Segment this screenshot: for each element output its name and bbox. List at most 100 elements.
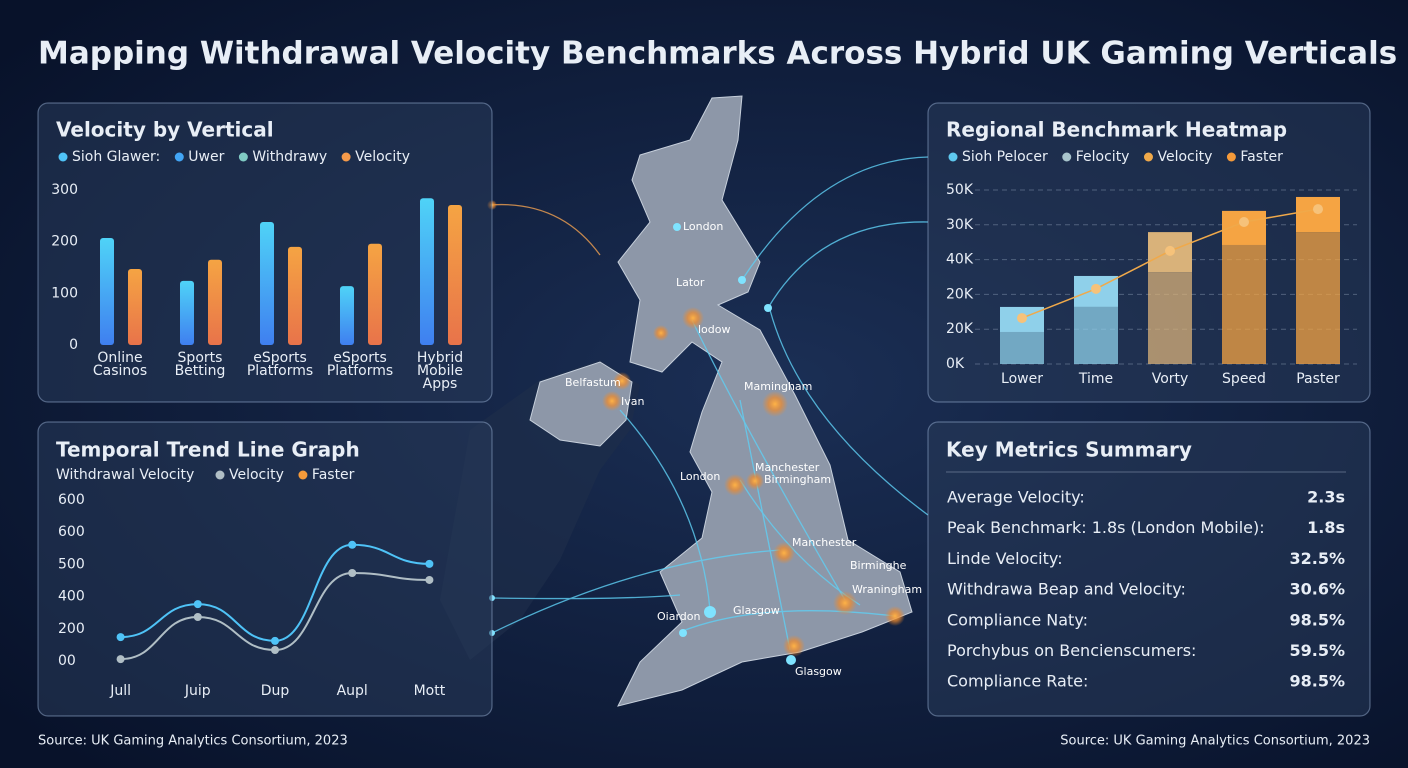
map-label: London: [680, 470, 720, 483]
legend-swatch: [215, 470, 225, 480]
bar: [368, 243, 382, 345]
source: Source: UK Gaming Analytics Consortium, …: [38, 734, 348, 749]
y-tick-label: 20K: [946, 321, 974, 337]
metric-label: Compliance Rate:: [947, 672, 1088, 691]
legend-label: Faster: [1240, 149, 1283, 165]
chart-subtitle: Withdrawal Velocity: [56, 467, 194, 483]
map-label: lodow: [698, 323, 731, 336]
y-tick-label: 30K: [946, 217, 974, 233]
legend-swatch: [948, 152, 958, 162]
y-tick-label: 400: [58, 589, 85, 605]
y-tick-label: 300: [51, 182, 78, 198]
legend-swatch: [1143, 152, 1153, 162]
point: [425, 575, 434, 584]
y-tick-label: 0: [69, 337, 78, 353]
metric-label: Linde Velocity:: [947, 549, 1063, 568]
bar: [100, 238, 114, 345]
map-label: Belfastum: [565, 376, 621, 389]
y-tick-label: 20K: [946, 286, 974, 302]
bar-segment: [1074, 306, 1118, 364]
map-label: Mamingham: [744, 380, 812, 393]
metrics-title: Key Metrics Summary: [946, 438, 1192, 462]
map-label: Glasgow: [795, 665, 842, 678]
legend-swatch: [298, 470, 308, 480]
bar: [208, 259, 222, 345]
point: [348, 540, 357, 549]
point: [193, 612, 202, 621]
metric-value: 98.5%: [1289, 672, 1345, 691]
point: [271, 636, 279, 645]
bar-segment: [1296, 232, 1340, 364]
x-tick-label: Speed: [1222, 371, 1266, 387]
bar: [420, 198, 434, 345]
point: [271, 645, 279, 654]
x-tick-label: Online Casinos: [93, 350, 147, 379]
metric-value: 30.6%: [1289, 580, 1345, 599]
bar: [260, 222, 274, 345]
legend-label: Uwer: [188, 149, 224, 165]
chart-title: Velocity by Vertical: [56, 118, 274, 142]
map-label: Oiardon: [657, 610, 700, 623]
map-label: Manchester: [792, 536, 857, 549]
point: [1091, 283, 1101, 294]
x-tick-label: Time: [1078, 371, 1113, 387]
page-title: Mapping Withdrawal Velocity Benchmarks A…: [38, 36, 1397, 72]
y-tick-label: 0K: [946, 356, 965, 372]
map-label: Manchester: [755, 461, 820, 474]
metric-value: 32.5%: [1289, 549, 1345, 568]
x-tick-label: eSports Platforms: [327, 350, 393, 379]
point: [348, 568, 357, 577]
map-label: Wraningham: [852, 583, 922, 596]
y-tick-label: 200: [58, 621, 85, 637]
x-tick-label: Mott: [414, 683, 446, 699]
metric-value: 2.3s: [1307, 488, 1345, 507]
y-tick-label: 600: [58, 524, 85, 540]
y-tick-label: 40K: [946, 252, 974, 268]
bar: [448, 204, 462, 345]
x-tick-label: Lower: [1001, 371, 1043, 387]
chart-title: Temporal Trend Line Graph: [56, 438, 360, 462]
point: [193, 600, 202, 609]
metric-label: Porchybus on Bencienscumers:: [947, 641, 1196, 660]
legend-label: Velocity: [1157, 149, 1212, 165]
panel: [37, 421, 493, 717]
map-label: Birmingham: [764, 473, 831, 486]
chart-title: Regional Benchmark Heatmap: [946, 118, 1287, 142]
map-label: Lator: [676, 276, 705, 289]
map-label: Glasgow: [733, 604, 780, 617]
bar: [340, 286, 354, 345]
legend-swatch: [1226, 152, 1236, 162]
legend-label: Sioh Pelocer: [962, 149, 1048, 165]
bar: [128, 269, 142, 345]
y-tick-label: 100: [51, 285, 78, 301]
point: [116, 633, 125, 642]
bar: [288, 246, 302, 345]
legend-label: Velocity: [355, 149, 410, 165]
map-label: Birminghe: [850, 559, 907, 572]
x-tick-label: Juip: [184, 683, 211, 699]
metric-value: 59.5%: [1289, 641, 1345, 660]
map-label: Ivan: [621, 395, 644, 408]
legend-swatch: [1062, 152, 1072, 162]
point: [1165, 245, 1175, 256]
bar-segment: [1000, 331, 1044, 364]
panel: [927, 421, 1371, 717]
map-label: London: [683, 220, 723, 233]
bar-segment: [1222, 244, 1266, 364]
x-tick-label: Aupl: [337, 683, 368, 699]
source: Source: UK Gaming Analytics Consortium, …: [1060, 734, 1370, 749]
legend-swatch: [174, 152, 184, 162]
point: [1017, 313, 1027, 324]
point: [1313, 204, 1323, 215]
y-tick-label: 50K: [946, 182, 974, 198]
legend-swatch: [58, 152, 68, 162]
legend-label: Faster: [312, 467, 355, 483]
bar: [180, 280, 194, 345]
legend-label: Withdrawy: [252, 149, 327, 165]
legend-swatch: [238, 152, 248, 162]
x-tick-label: Vorty: [1152, 371, 1189, 387]
metric-label: Compliance Naty:: [947, 610, 1088, 629]
y-tick-label: 500: [58, 556, 85, 572]
legend-label: Velocity: [229, 467, 284, 483]
